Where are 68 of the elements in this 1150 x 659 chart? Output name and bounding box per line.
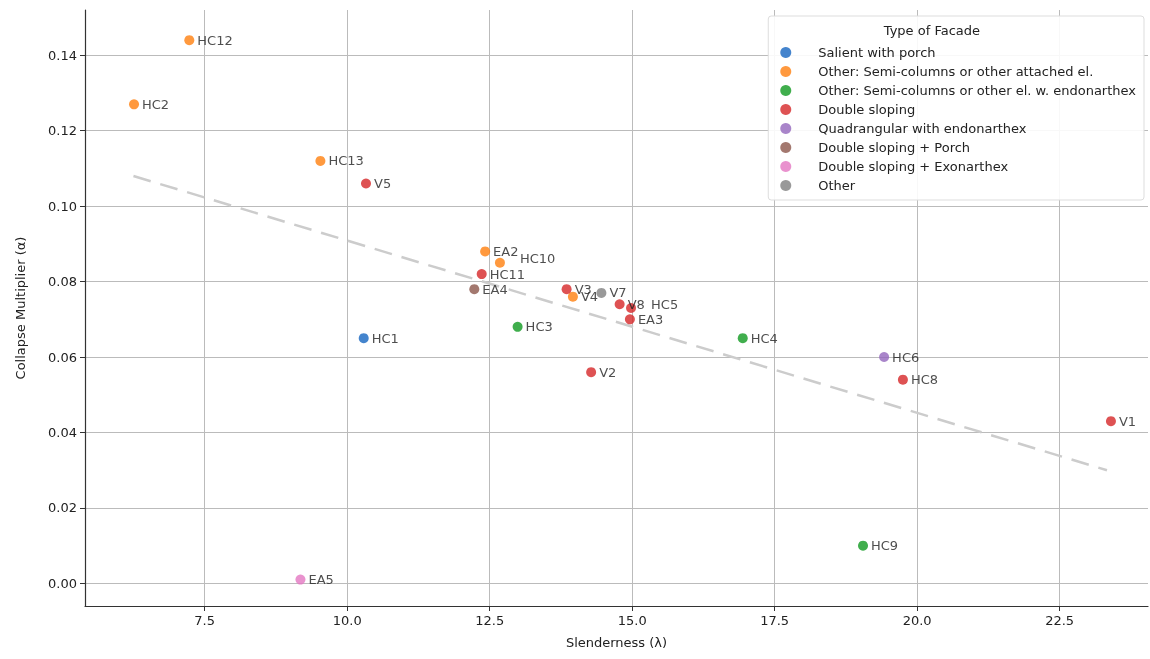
data-label: V2: [599, 364, 617, 380]
point: [897, 374, 908, 385]
data-label: V8: [627, 296, 645, 312]
y-tick-label: 0.12: [48, 123, 77, 139]
data-label: HC5: [651, 296, 679, 312]
point: [295, 574, 306, 585]
point: [476, 269, 487, 280]
data-label: HC3: [525, 319, 553, 335]
point: [129, 99, 140, 110]
point: [624, 314, 635, 325]
data-label: HC6: [892, 349, 920, 365]
y-tick-label: 0.06: [48, 349, 77, 365]
point: [184, 35, 195, 46]
y-tick-label: 0.02: [48, 500, 77, 516]
data-label: EA3: [637, 311, 664, 327]
data-label: HC13: [328, 153, 364, 169]
data-label: V7: [609, 285, 627, 301]
x-tick-label: 20.0: [902, 613, 932, 628]
legend-label: Double sloping + Exonarthex: [818, 159, 1009, 174]
point: [561, 284, 572, 295]
x-tick-label: 15.0: [617, 613, 647, 628]
y-tick-label: 0.10: [48, 198, 77, 214]
data-label: V5: [374, 176, 392, 192]
data-label: EA5: [308, 572, 334, 588]
point: [586, 367, 597, 378]
data-label: HC4: [750, 330, 778, 346]
legend-label: Other: [818, 178, 856, 193]
x-tick-label: 10.0: [332, 613, 362, 628]
x-tick-label: 7.5: [194, 613, 216, 628]
x-tick-label: 22.5: [1045, 613, 1075, 628]
data-label: EA2: [493, 243, 519, 259]
point: [858, 540, 869, 551]
x-tick-label: 17.5: [760, 613, 790, 628]
point: [469, 284, 480, 295]
point: [480, 246, 491, 257]
data-label: HC9: [871, 538, 899, 554]
y-axis-title: Collapse Multiplier (α): [13, 236, 28, 380]
point: [614, 299, 625, 310]
legend-label: Other: Semi-columns or other el. w. endonarthex: [818, 83, 1137, 98]
y-tick-label: 0.04: [48, 424, 77, 440]
data-label: HC11: [489, 266, 526, 282]
legend-title: Type of Facade: [882, 23, 981, 38]
legend-label: Quadrangular with endonarthex: [818, 121, 1027, 136]
data-label: HC2: [142, 96, 170, 112]
point: [596, 287, 607, 298]
point: [1105, 416, 1116, 427]
point: [512, 321, 523, 332]
point: [737, 333, 748, 344]
legend-label: Double sloping: [818, 102, 916, 117]
data-label: HC8: [910, 372, 939, 388]
data-label: V1: [1118, 413, 1137, 429]
data-label: HC10: [519, 251, 556, 267]
y-tick-label: 0.14: [48, 47, 77, 63]
legend-label: Other: Semi-columns or other attached el.: [818, 64, 1094, 79]
legend-label: Salient with porch: [818, 45, 936, 60]
point: [494, 257, 505, 268]
y-tick-label: 0.00: [48, 575, 77, 591]
data-label: EA4: [482, 281, 508, 297]
data-label: HC1: [371, 330, 399, 346]
x-axis-title: Slenderness (λ): [565, 635, 668, 650]
legend-label: Double sloping + Porch: [818, 140, 971, 155]
point: [879, 352, 890, 363]
data-label: HC12: [197, 32, 233, 48]
point: [361, 178, 371, 189]
point: [358, 333, 369, 344]
y-tick-label: 0.08: [48, 274, 77, 290]
point: [315, 155, 326, 166]
x-tick-label: 12.5: [475, 613, 505, 628]
